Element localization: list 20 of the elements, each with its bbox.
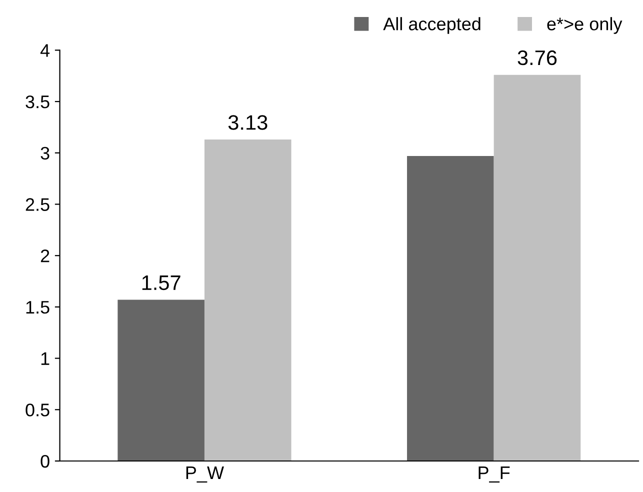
bar bbox=[407, 156, 494, 462]
y-tick-label: 3 bbox=[40, 146, 50, 160]
y-tick-label: 2 bbox=[40, 250, 50, 262]
y-tick-label: 4 bbox=[40, 44, 50, 57]
y-tick-label: 2.5 bbox=[26, 198, 50, 211]
data-label: 3.76 bbox=[518, 50, 557, 66]
y-tick-label: 0 bbox=[40, 454, 50, 468]
bar bbox=[118, 300, 204, 462]
x-tick-label: P_W bbox=[186, 466, 224, 483]
data-label: 1.57 bbox=[142, 276, 180, 290]
y-tick-label: 0.5 bbox=[26, 404, 50, 416]
bar bbox=[494, 74, 581, 462]
y-tick-label: 1.5 bbox=[26, 301, 50, 314]
x-tick-label: P_F bbox=[478, 466, 510, 483]
bar bbox=[204, 140, 292, 462]
y-tick-label: 3.5 bbox=[26, 95, 50, 108]
data-label: 3.13 bbox=[228, 115, 268, 130]
y-tick-label: 1 bbox=[41, 352, 50, 365]
legend-label: e*>e only bbox=[547, 17, 622, 34]
legend-label: All accepted bbox=[383, 17, 480, 34]
